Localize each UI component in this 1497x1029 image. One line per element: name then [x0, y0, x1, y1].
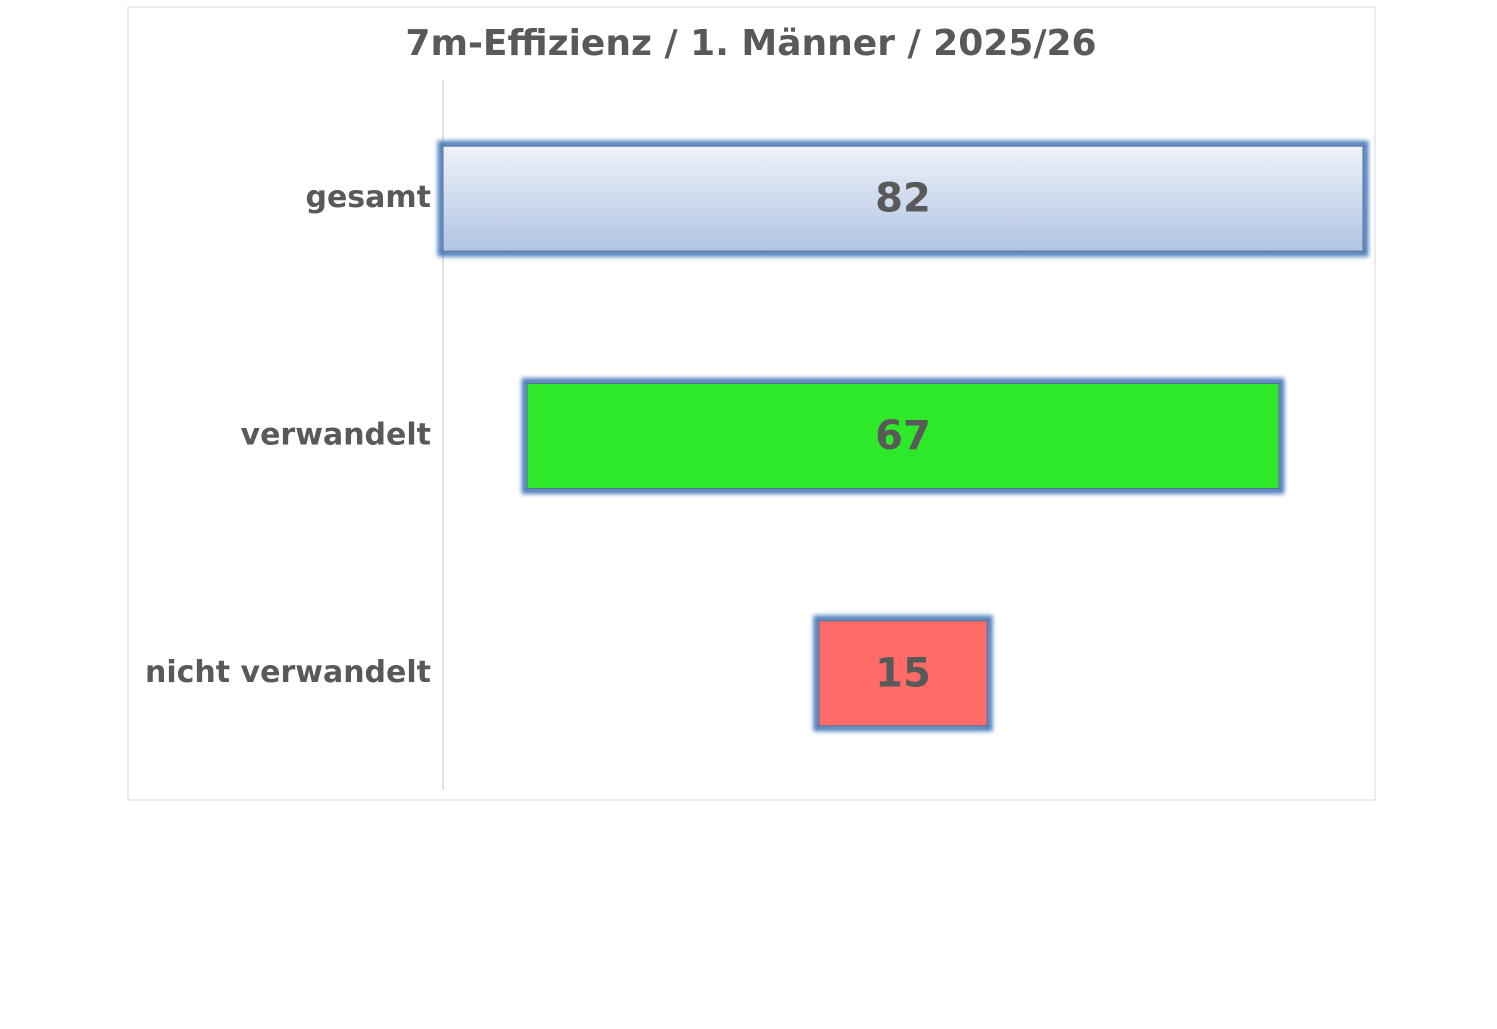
bar-glow: [437, 140, 1369, 257]
value-label: 82: [875, 176, 931, 222]
bar: [526, 383, 1280, 489]
category-label: verwandelt: [241, 418, 431, 453]
category-label: gesamt: [305, 180, 431, 215]
bar-glow: [813, 615, 993, 732]
value-label: 67: [875, 413, 931, 459]
value-label: 15: [875, 650, 931, 696]
bar: [818, 620, 988, 727]
chart-title: 7m-Effizienz / 1. Männer / 2025/26: [405, 23, 1096, 64]
bar: [442, 145, 1364, 252]
bar-group: [521, 378, 1285, 494]
bar-glow: [521, 378, 1285, 494]
bar-group: [437, 140, 1369, 257]
category-label: nicht verwandelt: [145, 655, 431, 690]
bar-group: [813, 615, 993, 732]
